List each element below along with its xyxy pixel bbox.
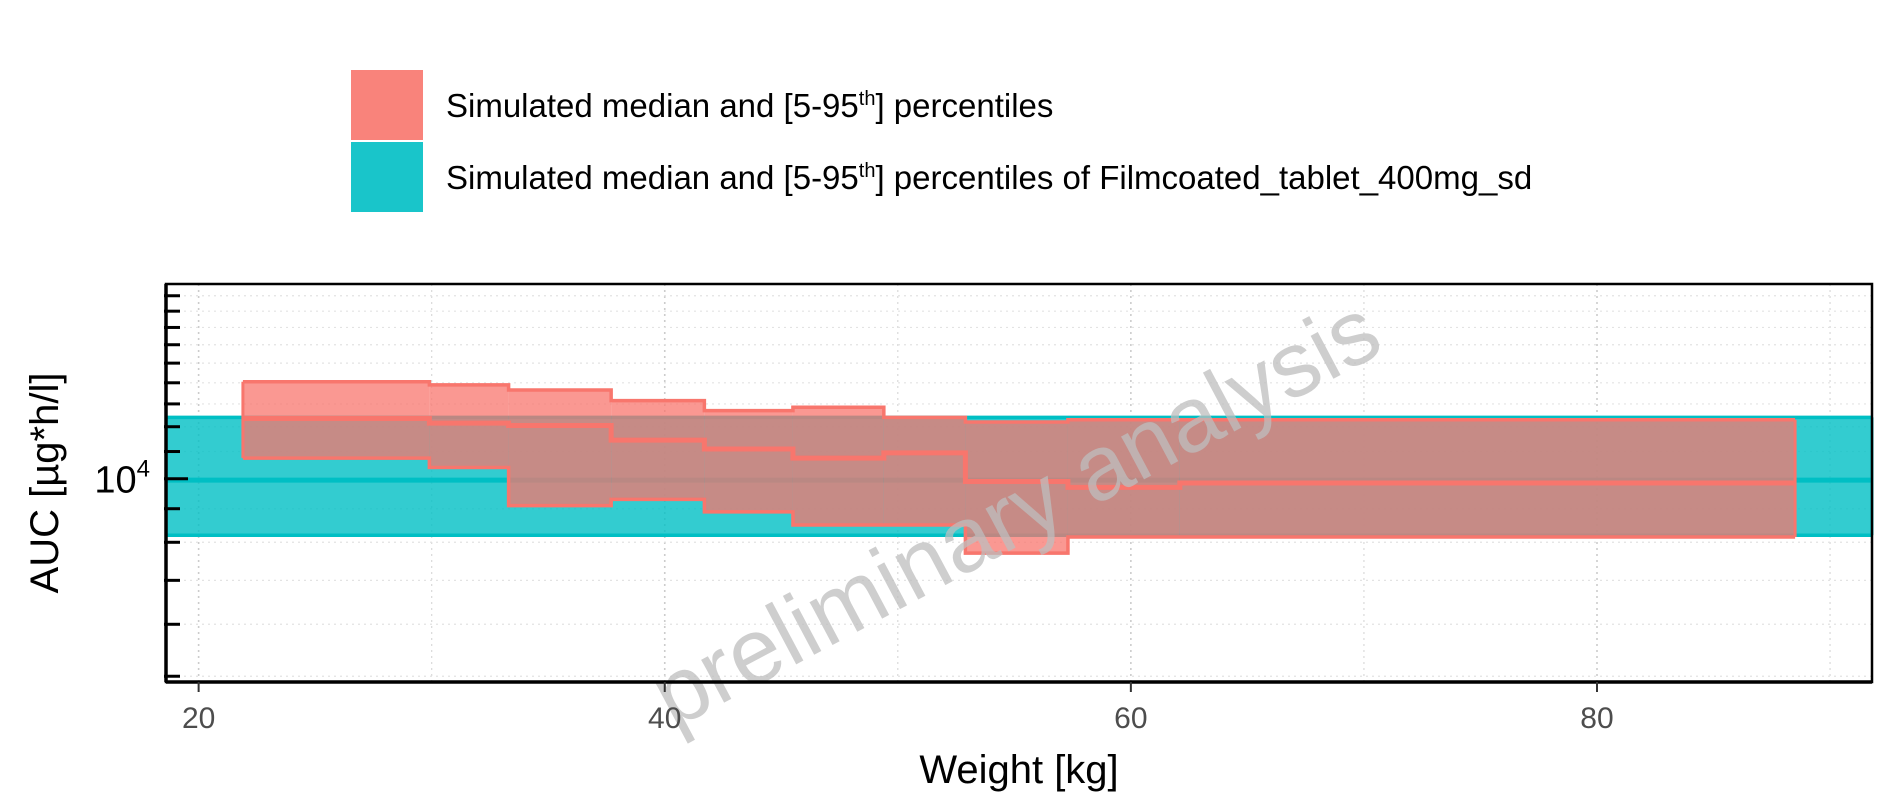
percentile-band — [508, 390, 612, 506]
percentile-band — [429, 384, 509, 468]
x-axis-ticks: 20 40 60 80 — [182, 682, 1614, 735]
percentile-band — [611, 400, 705, 500]
median-line — [242, 416, 1796, 490]
y-axis-title: AUC [µg*h/l] — [23, 373, 67, 594]
percentile-band — [1179, 419, 1796, 537]
data-bands — [164, 380, 1874, 555]
x-tick-label: 80 — [1580, 702, 1613, 735]
plot-panel: preliminary analysis 20 40 60 80 104 — [94, 278, 1874, 747]
percentile-line — [242, 380, 1796, 424]
legend-key-simulated — [351, 70, 423, 140]
percentile-band — [792, 407, 884, 526]
percentile-band — [1067, 419, 1180, 537]
percentile-band — [704, 410, 793, 512]
x-tick-label: 20 — [182, 702, 215, 735]
y-axis-ticks — [164, 294, 188, 678]
x-axis-title: Weight [kg] — [919, 748, 1118, 792]
percentile-line — [242, 456, 1796, 555]
x-tick-label: 40 — [648, 702, 681, 735]
percentile-band — [883, 417, 966, 526]
percentile-band — [965, 422, 1068, 554]
legend-label-simulated: Simulated median and [5-95th] percentile… — [446, 87, 1053, 124]
legend: Simulated median and [5-95th] percentile… — [351, 70, 1532, 212]
series-simulated — [241, 380, 1797, 555]
x-tick-label: 60 — [1114, 702, 1147, 735]
y-tick-label: 104 — [94, 456, 150, 502]
legend-label-reference: Simulated median and [5-95th] percentile… — [446, 159, 1532, 196]
legend-key-reference — [351, 142, 423, 212]
